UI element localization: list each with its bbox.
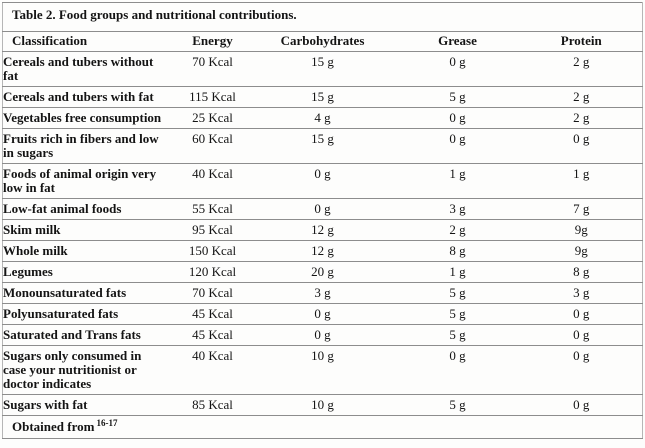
grease-cell: 3 g: [394, 198, 521, 220]
energy-cell: 40 Kcal: [174, 163, 251, 199]
classification-cell: Whole milk: [2, 240, 175, 262]
table-row: Polyunsaturated fats 45 Kcal 0 g 5 g 0 g: [2, 303, 643, 325]
table-row: Saturated and Trans fats 45 Kcal 0 g 5 g…: [2, 324, 643, 346]
grease-cell: 1 g: [394, 261, 521, 283]
grease-cell: 0 g: [394, 51, 521, 87]
classification-cell: Vegetables free consumption: [2, 107, 175, 129]
nutrition-table: Table 2. Food groups and nutritional con…: [2, 2, 644, 439]
table-row: Legumes 120 Kcal 20 g 1 g 8 g: [2, 261, 643, 283]
grease-cell: 5 g: [394, 303, 521, 325]
table-row: Cereals and tubers with fat 115 Kcal 15 …: [2, 86, 643, 108]
protein-cell: 9g: [520, 219, 643, 241]
carbohydrates-cell: 12 g: [250, 219, 395, 241]
carbohydrates-cell: 20 g: [250, 261, 395, 283]
carbohydrates-cell: 3 g: [250, 282, 395, 304]
grease-cell: 5 g: [394, 324, 521, 346]
grease-cell: 0 g: [394, 345, 521, 395]
table-title: Table 2. Food groups and nutritional con…: [2, 2, 643, 32]
energy-cell: 70 Kcal: [174, 282, 251, 304]
table-footnote: Obtained from 16-17: [2, 415, 643, 439]
protein-cell: 7 g: [520, 198, 643, 220]
column-header-energy: Energy: [174, 31, 251, 52]
table-row: Whole milk 150 Kcal 12 g 8 g 9g: [2, 240, 643, 262]
energy-cell: 85 Kcal: [174, 394, 251, 416]
protein-cell: 2 g: [520, 51, 643, 87]
footnote-reference: 16-17: [96, 417, 118, 428]
energy-cell: 115 Kcal: [174, 86, 251, 108]
carbohydrates-cell: 15 g: [250, 128, 395, 164]
grease-cell: 1 g: [394, 163, 521, 199]
protein-cell: 9g: [520, 240, 643, 262]
column-header-carbohydrates: Carbohydrates: [250, 31, 395, 52]
carbohydrates-cell: 15 g: [250, 51, 395, 87]
table-row: Skim milk 95 Kcal 12 g 2 g 9g: [2, 219, 643, 241]
table-header-row: Classification Energy Carbohydrates Grea…: [2, 31, 643, 52]
energy-cell: 95 Kcal: [174, 219, 251, 241]
table-row: Sugars with fat 85 Kcal 10 g 5 g 0 g: [2, 394, 643, 416]
energy-cell: 55 Kcal: [174, 198, 251, 220]
grease-cell: 0 g: [394, 128, 521, 164]
classification-cell: Cereals and tubers without fat: [2, 51, 175, 87]
energy-cell: 120 Kcal: [174, 261, 251, 283]
grease-cell: 0 g: [394, 107, 521, 129]
column-header-grease: Grease: [394, 31, 521, 52]
energy-cell: 70 Kcal: [174, 51, 251, 87]
grease-cell: 5 g: [394, 86, 521, 108]
protein-cell: 8 g: [520, 261, 643, 283]
grease-cell: 8 g: [394, 240, 521, 262]
energy-cell: 45 Kcal: [174, 324, 251, 346]
carbohydrates-cell: 0 g: [250, 198, 395, 220]
classification-cell: Sugars with fat: [2, 394, 175, 416]
classification-cell: Skim milk: [2, 219, 175, 241]
carbohydrates-cell: 10 g: [250, 394, 395, 416]
classification-cell: Cereals and tubers with fat: [2, 86, 175, 108]
table-footnote-row: Obtained from 16-17: [2, 415, 643, 439]
grease-cell: 5 g: [394, 282, 521, 304]
energy-cell: 40 Kcal: [174, 345, 251, 395]
table-row: Vegetables free consumption 25 Kcal 4 g …: [2, 107, 643, 129]
classification-cell: Low-fat animal foods: [2, 198, 175, 220]
classification-cell: Polyunsaturated fats: [2, 303, 175, 325]
energy-cell: 60 Kcal: [174, 128, 251, 164]
carbohydrates-cell: 0 g: [250, 163, 395, 199]
table-row: Foods of animal origin very low in fat 4…: [2, 163, 643, 199]
energy-cell: 25 Kcal: [174, 107, 251, 129]
classification-cell: Saturated and Trans fats: [2, 324, 175, 346]
column-header-protein: Protein: [520, 31, 643, 52]
classification-cell: Fruits rich in fibers and low in sugars: [2, 128, 175, 164]
protein-cell: 0 g: [520, 128, 643, 164]
carbohydrates-cell: 0 g: [250, 303, 395, 325]
grease-cell: 5 g: [394, 394, 521, 416]
protein-cell: 1 g: [520, 163, 643, 199]
protein-cell: 0 g: [520, 303, 643, 325]
carbohydrates-cell: 10 g: [250, 345, 395, 395]
carbohydrates-cell: 4 g: [250, 107, 395, 129]
classification-cell: Monounsaturated fats: [2, 282, 175, 304]
classification-cell: Sugars only consumed in case your nutrit…: [2, 345, 175, 395]
carbohydrates-cell: 15 g: [250, 86, 395, 108]
table-row: Monounsaturated fats 70 Kcal 3 g 5 g 3 g: [2, 282, 643, 304]
classification-cell: Foods of animal origin very low in fat: [2, 163, 175, 199]
table-row: Sugars only consumed in case your nutrit…: [2, 345, 643, 395]
footnote-text: Obtained from: [12, 419, 95, 434]
protein-cell: 0 g: [520, 345, 643, 395]
table-row: Low-fat animal foods 55 Kcal 0 g 3 g 7 g: [2, 198, 643, 220]
protein-cell: 0 g: [520, 394, 643, 416]
table-row: Fruits rich in fibers and low in sugars …: [2, 128, 643, 164]
table-row: Cereals and tubers without fat 70 Kcal 1…: [2, 51, 643, 87]
table-title-row: Table 2. Food groups and nutritional con…: [2, 2, 643, 32]
protein-cell: 2 g: [520, 86, 643, 108]
protein-cell: 3 g: [520, 282, 643, 304]
protein-cell: 0 g: [520, 324, 643, 346]
carbohydrates-cell: 0 g: [250, 324, 395, 346]
carbohydrates-cell: 12 g: [250, 240, 395, 262]
column-header-classification: Classification: [2, 31, 175, 52]
grease-cell: 2 g: [394, 219, 521, 241]
energy-cell: 45 Kcal: [174, 303, 251, 325]
protein-cell: 2 g: [520, 107, 643, 129]
energy-cell: 150 Kcal: [174, 240, 251, 262]
classification-cell: Legumes: [2, 261, 175, 283]
